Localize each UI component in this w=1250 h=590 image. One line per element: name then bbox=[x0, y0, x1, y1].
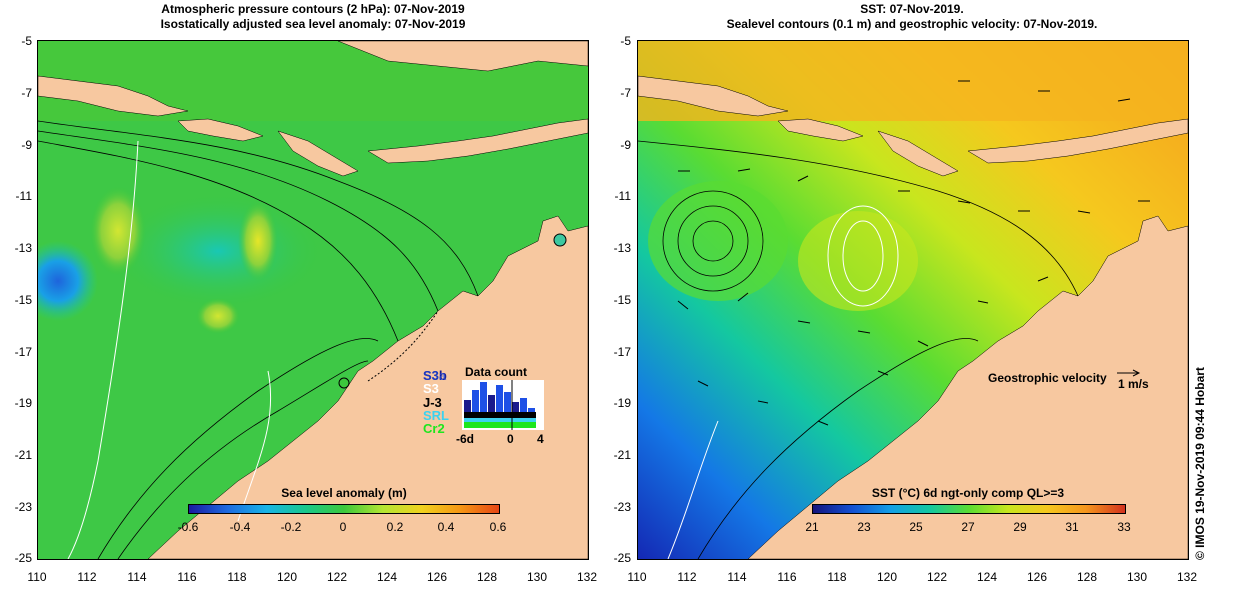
left-x-tick: 118 bbox=[227, 570, 247, 584]
left-x-tick: 116 bbox=[177, 570, 197, 584]
left-cbar-tick: -0.2 bbox=[280, 520, 302, 534]
right-cbar-tick: 27 bbox=[961, 520, 975, 534]
velocity-scale-arrow bbox=[1117, 369, 1141, 377]
left-colorbar bbox=[188, 504, 500, 514]
left-x-tick: 130 bbox=[526, 570, 548, 584]
left-y-tick: -25 bbox=[14, 551, 32, 565]
data-count-tick-0: 0 bbox=[507, 432, 514, 446]
right-cbar-tick: 33 bbox=[1117, 520, 1131, 534]
left-map-panel bbox=[37, 40, 589, 560]
left-cbar-tick: 0.6 bbox=[489, 520, 507, 534]
right-colorbar bbox=[812, 504, 1126, 514]
left-y-tick: -5 bbox=[21, 34, 32, 48]
left-x-tick: 114 bbox=[127, 570, 147, 584]
right-cbar-tick: 25 bbox=[909, 520, 923, 534]
right-y-tick: -15 bbox=[613, 293, 631, 307]
right-colorbar-title: SST (°C) 6d ngt-only comp QL>=3 bbox=[871, 486, 1065, 500]
right-x-tick: 126 bbox=[1026, 570, 1048, 584]
left-cbar-tick: -0.6 bbox=[177, 520, 199, 534]
right-x-tick: 124 bbox=[976, 570, 998, 584]
mission-label-s3: S3 bbox=[423, 381, 439, 396]
right-x-tick: 122 bbox=[926, 570, 948, 584]
data-count-tick-neg6d: -6d bbox=[456, 432, 474, 446]
mission-label-s3a: S3a bbox=[423, 368, 447, 383]
left-x-tick: 126 bbox=[426, 570, 448, 584]
left-y-tick: -21 bbox=[14, 448, 32, 462]
left-cbar-tick: 0 bbox=[339, 520, 347, 534]
left-y-tick: -7 bbox=[21, 86, 32, 100]
right-title-line1: SST: 07-Nov-2019. bbox=[860, 2, 964, 16]
right-cbar-tick: 31 bbox=[1065, 520, 1079, 534]
right-cbar-tick: 29 bbox=[1013, 520, 1027, 534]
left-x-tick: 128 bbox=[476, 570, 498, 584]
sst-map bbox=[638, 41, 1188, 559]
left-y-tick: -13 bbox=[14, 241, 32, 255]
mission-label-s3b: S3b bbox=[423, 368, 447, 383]
left-colorbar-title: Sea level anomaly (m) bbox=[281, 486, 407, 500]
mission-label-j3: J-3 bbox=[423, 395, 442, 410]
right-x-tick: 120 bbox=[876, 570, 898, 584]
data-count-tick-4: 4 bbox=[537, 432, 544, 446]
right-y-tick: -5 bbox=[620, 34, 631, 48]
right-y-tick: -9 bbox=[620, 138, 631, 152]
right-y-tick: -17 bbox=[613, 345, 631, 359]
mission-label-cr2: Cr2 bbox=[423, 421, 445, 436]
left-cbar-tick: -0.4 bbox=[229, 520, 251, 534]
left-title-line2: Isostatically adjusted sea level anomaly… bbox=[160, 17, 466, 31]
data-count-title: Data count bbox=[465, 365, 528, 379]
sea-level-anomaly-map bbox=[38, 41, 588, 559]
data-count-histogram bbox=[462, 380, 544, 430]
left-title-line1: Atmospheric pressure contours (2 hPa): 0… bbox=[161, 2, 465, 16]
right-x-tick: 118 bbox=[827, 570, 847, 584]
right-x-tick: 116 bbox=[777, 570, 797, 584]
right-map-panel bbox=[637, 40, 1189, 560]
right-y-tick: -21 bbox=[613, 448, 631, 462]
left-y-tick: -11 bbox=[15, 189, 32, 203]
right-y-tick: -7 bbox=[620, 86, 631, 100]
left-y-tick: -17 bbox=[14, 345, 32, 359]
right-cbar-tick: 21 bbox=[805, 520, 819, 534]
right-title-line2: Sealevel contours (0.1 m) and geostrophi… bbox=[726, 17, 1098, 31]
left-cbar-tick: 0.4 bbox=[437, 520, 455, 534]
right-y-tick: -13 bbox=[613, 241, 631, 255]
left-x-tick: 110 bbox=[27, 570, 47, 584]
mission-label-srl: SRL bbox=[423, 408, 449, 423]
left-y-tick: -23 bbox=[14, 500, 32, 514]
right-x-tick: 128 bbox=[1076, 570, 1098, 584]
right-x-tick: 130 bbox=[1126, 570, 1148, 584]
left-x-tick: 122 bbox=[326, 570, 348, 584]
velocity-label: Geostrophic velocity bbox=[988, 371, 1107, 385]
left-cbar-tick: 0.2 bbox=[386, 520, 404, 534]
velocity-scale-label: 1 m/s bbox=[1118, 377, 1149, 391]
right-x-tick: 114 bbox=[727, 570, 747, 584]
right-y-tick: -25 bbox=[613, 551, 631, 565]
right-x-tick: 132 bbox=[1176, 570, 1198, 584]
right-y-tick: -19 bbox=[613, 396, 631, 410]
right-x-tick: 112 bbox=[677, 570, 697, 584]
right-y-tick: -23 bbox=[613, 500, 631, 514]
left-x-tick: 112 bbox=[77, 570, 97, 584]
left-x-tick: 120 bbox=[276, 570, 298, 584]
left-x-tick: 132 bbox=[576, 570, 598, 584]
left-y-tick: -15 bbox=[14, 293, 32, 307]
left-x-tick: 124 bbox=[376, 570, 398, 584]
left-y-tick: -19 bbox=[14, 396, 32, 410]
right-y-tick: -11 bbox=[614, 189, 631, 203]
right-cbar-tick: 23 bbox=[857, 520, 871, 534]
imos-credit: © IMOS 19-Nov-2019 09:44 Hobart bbox=[1193, 367, 1207, 560]
right-x-tick: 110 bbox=[627, 570, 647, 584]
left-y-tick: -9 bbox=[21, 138, 32, 152]
